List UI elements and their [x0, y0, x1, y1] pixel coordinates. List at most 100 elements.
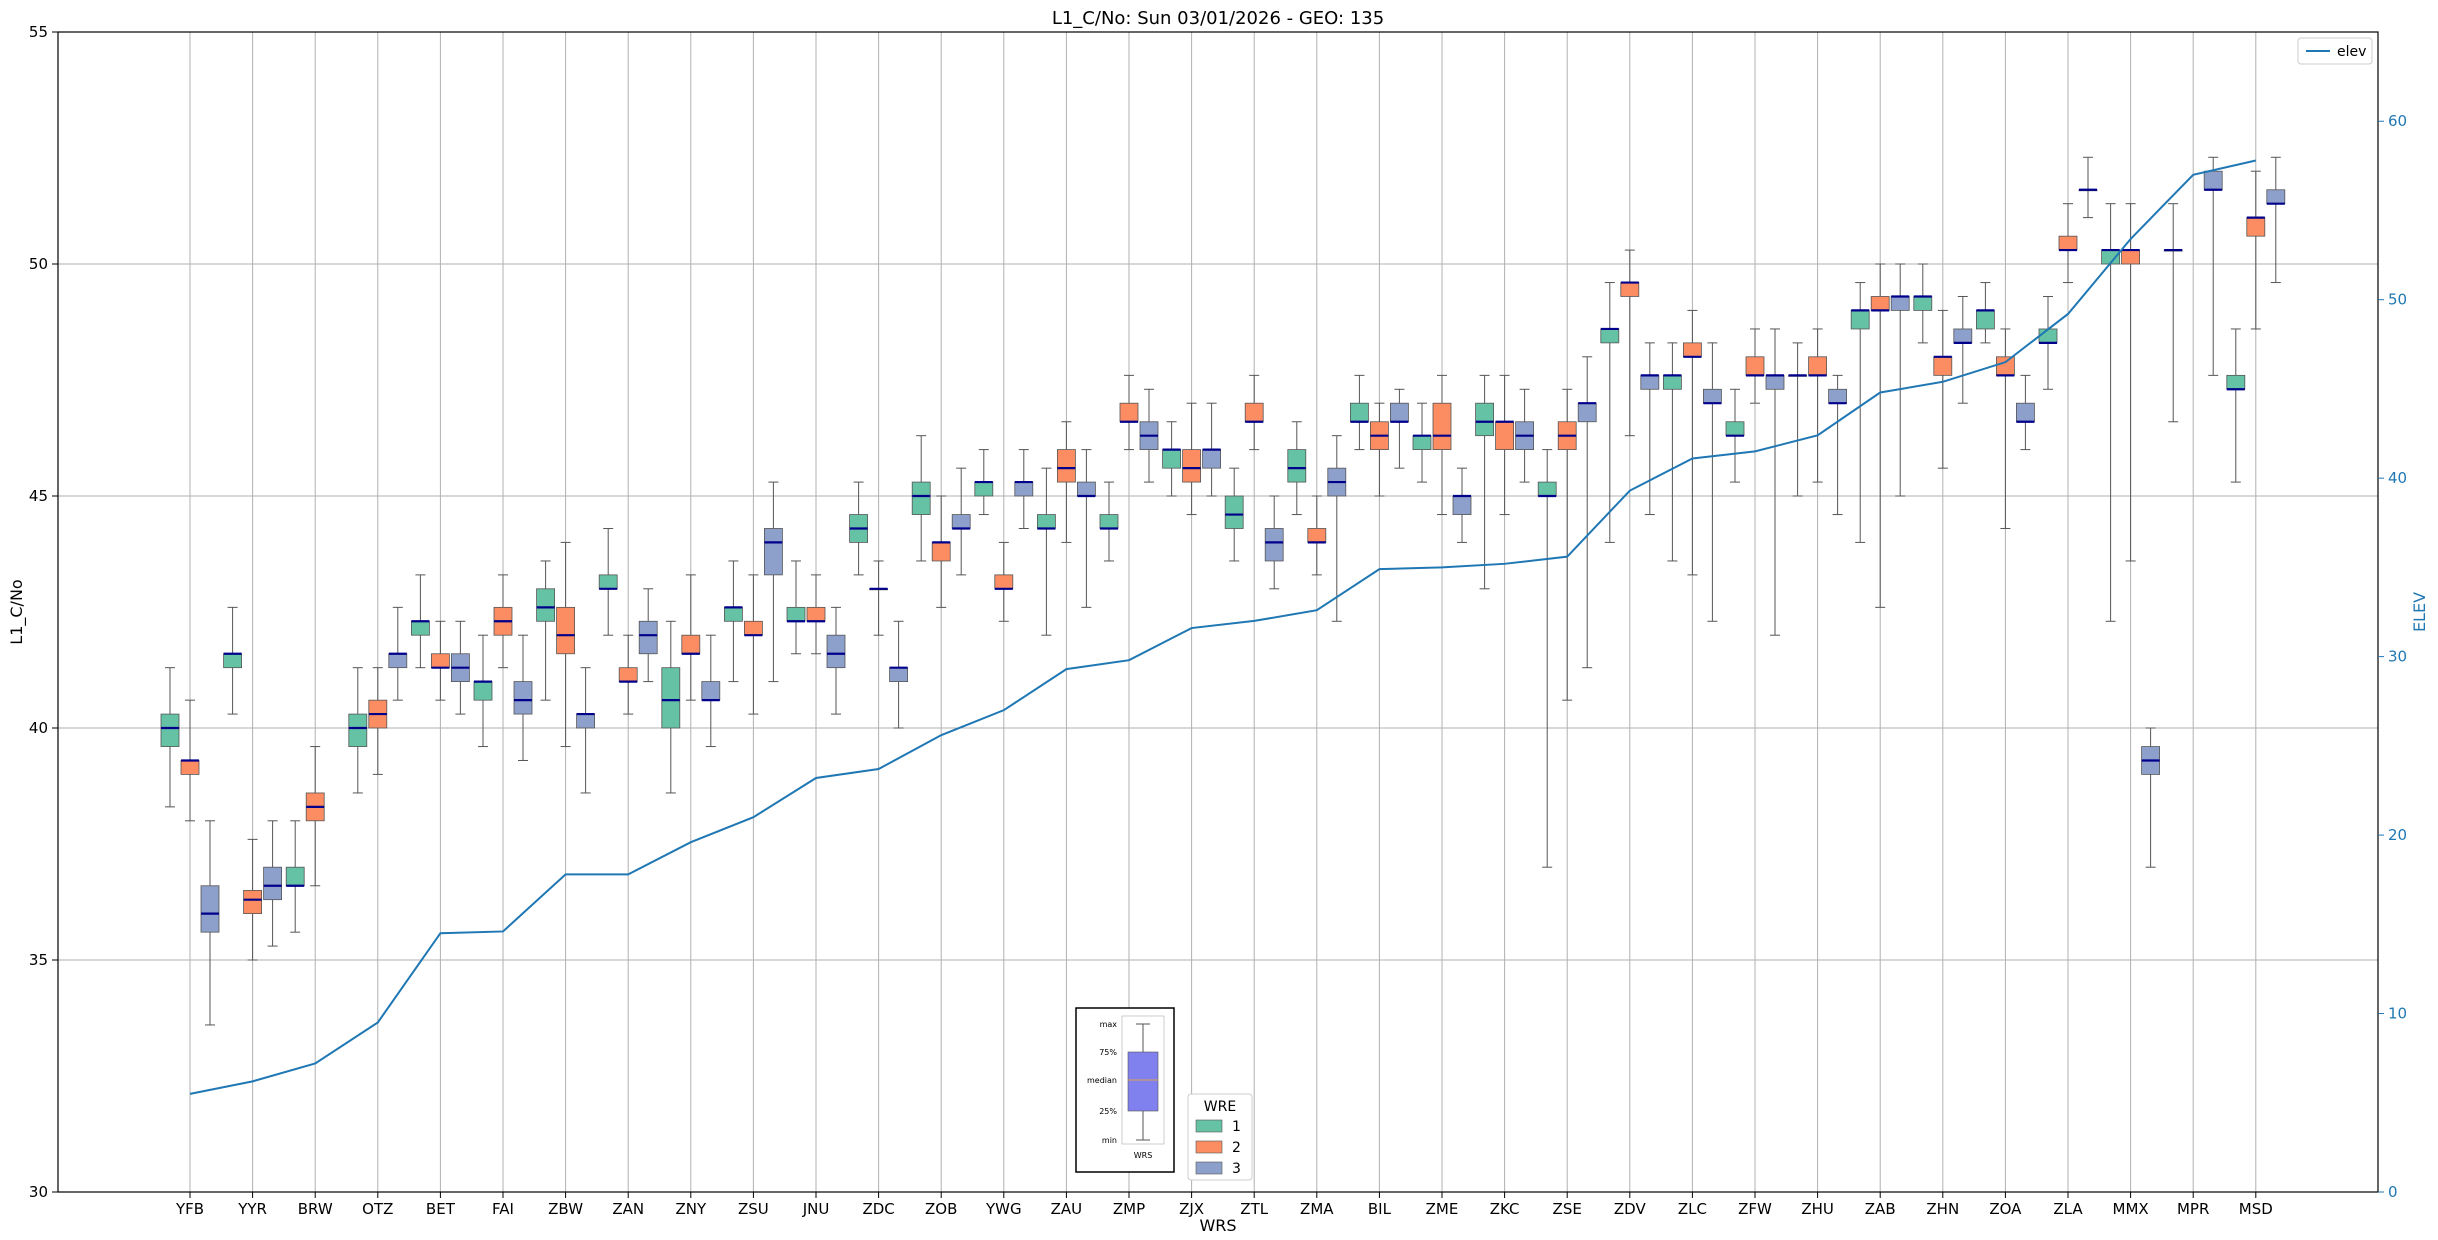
box-zdc-wre1	[849, 481, 868, 576]
box-fai-wre2	[493, 574, 513, 669]
box-zbw-wre1	[536, 560, 555, 701]
box-bet-wre3	[450, 620, 470, 715]
box-zsu-wre3	[764, 481, 783, 683]
box-mpr-wre3	[2203, 156, 2223, 376]
box-jnu-wre3	[826, 606, 846, 715]
box-body	[1600, 328, 1620, 344]
box-body	[1182, 449, 1201, 483]
box-zmp-wre2	[1119, 374, 1139, 451]
box-zhn-wre2	[1933, 309, 1953, 469]
box-zdc-wre2	[869, 560, 888, 636]
box-body	[2266, 189, 2286, 205]
x-tick-label: ZHN	[1926, 1200, 1959, 1218]
x-tick-label: ZAN	[612, 1200, 644, 1218]
box-body	[1202, 449, 1221, 469]
box-body	[410, 620, 430, 636]
x-tick-label: BRW	[298, 1200, 333, 1218]
box-zla-wre3	[2078, 156, 2098, 219]
box-zhu-wre1	[1788, 342, 1807, 497]
y-tick-label: 30	[29, 1183, 48, 1201]
box-zdv-wre3	[1640, 342, 1660, 516]
box-zmp-wre3	[1139, 388, 1159, 483]
box-zfw-wre1	[1725, 388, 1745, 483]
box-body	[1996, 356, 2015, 376]
box-zhu-wre2	[1808, 328, 1827, 483]
box-zse-wre3	[1577, 356, 1597, 669]
box-body	[806, 606, 826, 622]
wre-legend: WRE 1 2 3	[1187, 1093, 1253, 1181]
x-tick-label: ZBW	[548, 1200, 583, 1218]
x-tick-label: ZME	[1426, 1200, 1459, 1218]
box-body	[1224, 495, 1244, 529]
box-body	[681, 634, 701, 655]
box-zdv-wre2	[1620, 249, 1640, 437]
box-body	[2058, 235, 2078, 251]
y-tick-label: 55	[29, 23, 48, 41]
box-body	[243, 890, 263, 915]
box-zkc-wre2	[1495, 374, 1514, 516]
box-body	[1933, 356, 1953, 376]
box-zan-wre1	[598, 527, 618, 636]
y-tick-label: 40	[29, 719, 48, 737]
box-body	[576, 713, 595, 729]
box-yyr-wre3	[263, 820, 283, 947]
wre-legend-swatch-1	[1195, 1119, 1223, 1133]
box-body	[2038, 328, 2058, 344]
box-body	[1850, 309, 1870, 330]
axes: 30 35 40 45 50 55 0 10 20 30 40 50 60 YFB YYR BRW OTZ BET…	[29, 23, 2407, 1218]
elev-series	[189, 159, 2257, 1095]
box-body	[556, 606, 575, 655]
box-brw-wre1	[285, 820, 305, 933]
box-yfb-wre1	[160, 667, 180, 808]
box-mmx-wre2	[2121, 203, 2141, 562]
x-tick-label: FAI	[492, 1200, 514, 1218]
box-ztl-wre1	[1224, 467, 1244, 562]
right-y-tick-label: 20	[2388, 826, 2407, 844]
wre-legend-label-1: 1	[1232, 1119, 1241, 1135]
box-body	[1014, 481, 1034, 497]
box-body	[974, 481, 994, 497]
box-zdc-wre3	[889, 620, 908, 729]
elev-legend-frame	[2297, 37, 2373, 65]
box-body	[1976, 309, 1995, 330]
box-zdv-wre1	[1600, 282, 1620, 543]
right-y-tick-label: 50	[2388, 291, 2407, 309]
box-brw-wre2	[305, 746, 325, 887]
right-y-tick-label: 10	[2388, 1005, 2407, 1023]
boxplot-key-inset: max 75% median 25% min WRS	[1075, 1007, 1175, 1173]
box-body	[1913, 296, 1933, 311]
elev-legend-label: elev	[2337, 44, 2366, 60]
box-body	[473, 681, 493, 701]
box-zhn-wre3	[1953, 295, 1973, 404]
inset-label-max: max	[1100, 1020, 1118, 1029]
box-zan-wre3	[638, 588, 658, 683]
x-tick-label: ZNY	[675, 1200, 706, 1218]
x-tick-label: YFB	[175, 1200, 204, 1218]
x-axis-label: WRS	[1199, 1216, 1236, 1235]
box-body	[994, 574, 1014, 590]
box-yyr-wre2	[243, 838, 263, 961]
box-body	[1828, 388, 1847, 404]
box-body	[786, 606, 806, 622]
box-zab-wre3	[1890, 263, 1910, 497]
box-ztl-wre2	[1244, 374, 1264, 451]
x-tick-label: BIL	[1368, 1200, 1392, 1218]
box-body	[638, 620, 658, 655]
box-fai-wre3	[513, 634, 533, 761]
box-body	[1432, 402, 1452, 451]
box-series	[160, 156, 2286, 1026]
box-body	[2121, 249, 2141, 265]
box-zau-wre3	[1077, 449, 1096, 608]
box-zma-wre1	[1287, 421, 1307, 516]
box-zau-wre1	[1037, 467, 1056, 636]
box-body	[1640, 374, 1660, 390]
box-zob-wre2	[931, 495, 951, 608]
x-tick-label: ZDV	[1614, 1200, 1647, 1218]
x-tick-label: YWG	[985, 1200, 1022, 1218]
box-ywg-wre2	[994, 541, 1014, 622]
box-ywg-wre1	[974, 449, 994, 516]
box-body	[911, 481, 931, 515]
x-tick-label: ZTL	[1240, 1200, 1268, 1218]
box-body	[388, 653, 408, 669]
